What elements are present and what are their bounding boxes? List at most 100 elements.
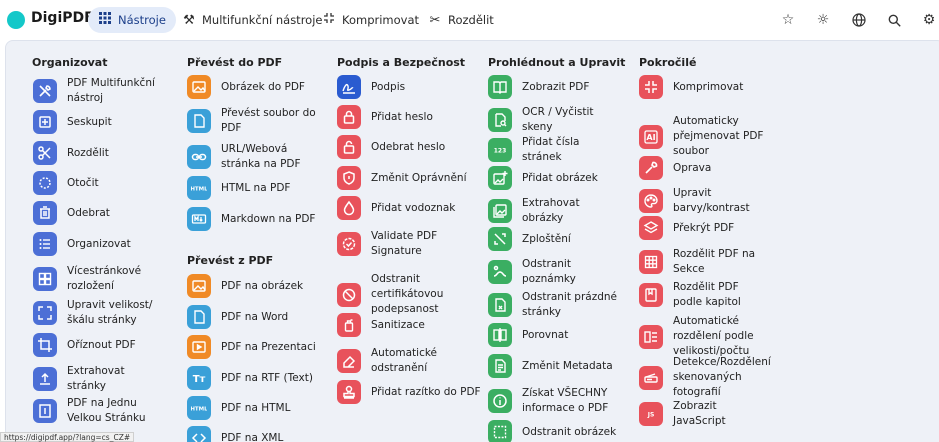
tool-rotate[interactable]: Otočit <box>33 171 163 195</box>
tool-remove[interactable]: Odebrat <box>33 201 163 225</box>
tab-tools[interactable]: Nástroje <box>88 7 176 33</box>
tool-organize[interactable]: Organizovat <box>33 232 163 256</box>
tool-repair[interactable]: Oprava <box>639 156 769 180</box>
ai-rename-icon: AI <box>639 124 663 149</box>
tab-multitool[interactable]: ⚒ Multifunkční nástroje <box>172 7 332 33</box>
tool-split[interactable]: Rozdělit <box>33 141 163 165</box>
sun-icon[interactable]: ☼ <box>816 12 830 28</box>
wrench-icon <box>639 156 663 180</box>
presentation-icon <box>187 335 211 359</box>
tool-remove-certificate-sign[interactable]: Odstranit certifikátovou podepsanost <box>337 272 467 317</box>
tab-split[interactable]: ✂ Rozdělit <box>418 7 504 33</box>
tool-adjust-colors[interactable]: Upravit barvy/kontrast <box>639 186 769 216</box>
tool-pdf-to-xml[interactable]: PDF na XML <box>187 426 317 442</box>
tool-extract-images[interactable]: Extrahovat obrázky <box>488 196 618 226</box>
compress-icon <box>639 75 663 99</box>
tab-compress-label: Komprimovat <box>342 13 420 27</box>
brand-name[interactable]: DigiPDF <box>31 10 94 26</box>
crop-icon <box>33 333 57 357</box>
star-icon[interactable]: ☆ <box>781 12 795 28</box>
tool-remove-annotations[interactable]: Odstranit poznámky <box>488 257 618 287</box>
tools-icon: ⚒ <box>183 12 195 28</box>
tab-split-label: Rozdělit <box>448 13 494 27</box>
tool-auto-rename[interactable]: AI Automaticky přejmenovat PDF soubor <box>639 114 769 159</box>
svg-text:JS: JS <box>647 412 655 419</box>
tool-sign[interactable]: Podpis <box>337 75 467 99</box>
tool-single-large-page[interactable]: PDF na Jednu Velkou Stránku <box>33 396 163 426</box>
tool-pdf-to-word[interactable]: PDF na Word <box>187 305 317 329</box>
split-size-icon <box>639 324 663 349</box>
tool-file-to-pdf[interactable]: Převést soubor do PDF <box>187 106 317 136</box>
stamp-icon <box>337 380 361 404</box>
tool-flatten[interactable]: Zploštění <box>488 227 618 251</box>
html-icon: HTML <box>187 176 211 200</box>
image-icon <box>187 75 211 99</box>
images-icon <box>488 199 512 223</box>
svg-text:Tт: Tт <box>193 374 206 385</box>
column-title-organize: Organizovat <box>32 56 108 69</box>
tool-remove-blank-pages[interactable]: Odstranit prázdné stránky <box>488 290 618 320</box>
scanner-icon <box>639 365 663 390</box>
tool-crop[interactable]: Oříznout PDF <box>33 333 163 357</box>
column-title-view-edit: Prohlédnout a Upravit <box>488 56 626 69</box>
tool-view-pdf[interactable]: Zobrazit PDF <box>488 75 618 99</box>
column-title-security: Podpis a Bezpečnost <box>337 56 466 69</box>
tool-detect-split-photos[interactable]: Detekce/Rozdělení skenovaných fotografií <box>639 355 771 400</box>
layout-icon <box>33 267 57 291</box>
tool-pdf-to-presentation[interactable]: PDF na Prezentaci <box>187 335 317 359</box>
document-icon <box>187 305 211 329</box>
tool-markdown-to-pdf[interactable]: Markdown na PDF <box>187 207 317 231</box>
tool-pdf-to-html[interactable]: HTML PDF na HTML <box>187 396 317 420</box>
no-certificate-icon <box>337 282 361 307</box>
status-bar-url: https://digipdf.app/?lang=cs_CZ# <box>0 432 135 442</box>
logo-icon[interactable] <box>7 11 25 29</box>
search-icon[interactable] <box>885 11 903 29</box>
tool-add-image[interactable]: Přidat obrázek <box>488 166 618 190</box>
tool-image-to-pdf[interactable]: Obrázek do PDF <box>187 75 317 99</box>
tool-url-to-pdf[interactable]: URL/Webová stránka na PDF <box>187 142 317 172</box>
tool-pdf-to-image[interactable]: PDF na obrázek <box>187 274 317 298</box>
tool-add-password[interactable]: Přidat heslo <box>337 105 467 129</box>
globe-icon[interactable] <box>850 11 868 29</box>
grid-icon <box>98 12 112 28</box>
tool-merge[interactable]: Seskupit <box>33 110 163 134</box>
tab-multitool-label: Multifunkční nástroje <box>202 13 323 27</box>
tool-scale-pages[interactable]: Upravit velikost/škálu stránky <box>33 298 163 328</box>
tool-auto-split-size[interactable]: Automatické rozdělení podle velikosti/po… <box>639 314 769 359</box>
tool-remove-image[interactable]: Odstranit obrázek <box>488 420 618 442</box>
tool-add-page-numbers[interactable]: 123 Přidat čísla stránek <box>488 135 618 165</box>
tool-auto-redact[interactable]: Automatické odstranění <box>337 346 467 376</box>
tool-remove-password[interactable]: Odebrat heslo <box>337 135 467 159</box>
tool-sanitize[interactable]: Sanitizace <box>337 313 467 337</box>
code-icon <box>187 426 211 442</box>
tool-multipage-layout[interactable]: Vícestránkové rozložení <box>33 264 163 294</box>
remove-image-icon <box>488 420 512 442</box>
signature-icon <box>337 75 361 99</box>
tool-compare[interactable]: Porovnat <box>488 323 618 347</box>
tool-pdf-to-rtf[interactable]: Tт PDF na RTF (Text) <box>187 366 317 390</box>
tool-overlay-pdf[interactable]: Překrýt PDF <box>639 216 769 240</box>
unlock-icon <box>337 135 361 159</box>
file-icon <box>187 109 211 133</box>
gear-icon[interactable]: ⚙ <box>922 12 936 28</box>
tool-split-sections[interactable]: Rozdělit PDF na Sekce <box>639 247 769 277</box>
tool-validate-signature[interactable]: Validate PDF Signature <box>337 229 467 259</box>
tool-split-chapters[interactable]: Rozdělit PDF podle kapitol <box>639 280 769 310</box>
tool-show-javascript[interactable]: JS Zobrazit JavaScript <box>639 399 769 429</box>
numbers-icon: 123 <box>488 138 512 162</box>
tool-compress[interactable]: Komprimovat <box>639 75 769 99</box>
lock-icon <box>337 105 361 129</box>
tool-change-permissions[interactable]: Změnit Oprávnění <box>337 166 467 190</box>
tool-extract-pages[interactable]: Extrahovat stránky <box>33 364 163 394</box>
scissors-icon <box>33 141 57 165</box>
tool-get-info[interactable]: Získat VŠECHNY informace o PDF <box>488 386 618 416</box>
tool-change-metadata[interactable]: Změnit Metadata <box>488 354 618 378</box>
tool-html-to-pdf[interactable]: HTML HTML na PDF <box>187 176 317 200</box>
tool-add-watermark[interactable]: Přidat vodoznak <box>337 196 467 220</box>
tab-compress[interactable]: Komprimovat <box>312 7 429 33</box>
droplet-icon <box>337 196 361 220</box>
column-title-to-pdf: Převést do PDF <box>187 56 283 69</box>
tool-multitool[interactable]: PDF Multifunkční nástroj <box>33 76 163 106</box>
tool-ocr[interactable]: OCR / Vyčistit skeny <box>488 105 618 135</box>
tool-add-stamp[interactable]: Přidat razítko do PDF <box>337 380 481 404</box>
